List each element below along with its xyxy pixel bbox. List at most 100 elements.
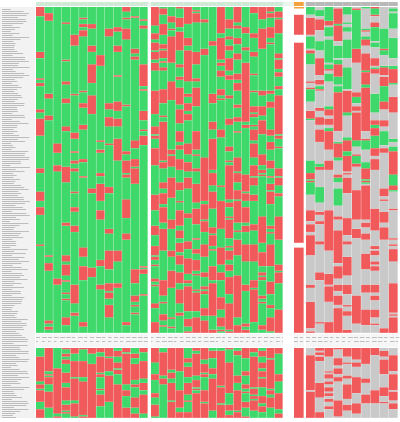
main-grid-cell	[217, 317, 225, 327]
main-grid-cell	[151, 284, 159, 287]
secondary-grid-cell	[388, 400, 398, 404]
main-grid-cell	[258, 106, 267, 116]
main-grid-cell	[250, 114, 258, 118]
row-label-text	[2, 33, 20, 34]
row-label-text	[2, 199, 25, 200]
secondary-grid-cell	[151, 397, 159, 405]
main-grid-cell	[122, 199, 131, 218]
row-label-text	[2, 237, 24, 238]
main-grid-cell	[87, 24, 96, 29]
separator-text	[126, 337, 131, 338]
main-grid-cell	[333, 45, 343, 59]
main-grid-cell	[370, 156, 380, 159]
secondary-grid-cell	[266, 388, 275, 391]
main-grid-cell	[79, 27, 88, 31]
main-grid-cell	[379, 328, 389, 333]
row-label-text	[2, 409, 29, 410]
secondary-grid-cell	[370, 355, 380, 391]
secondary-grid-cell	[388, 374, 398, 391]
main-grid-cell	[96, 152, 105, 173]
separator-text	[174, 341, 177, 342]
secondary-grid-cell	[266, 359, 275, 389]
main-grid-cell	[53, 7, 62, 144]
separator-text	[138, 341, 143, 342]
main-grid-cell	[139, 129, 148, 132]
secondary-grid-cell	[241, 384, 250, 389]
separator-text	[222, 337, 226, 338]
secondary-grid-cell	[361, 403, 371, 418]
row-label-text	[2, 261, 30, 262]
main-grid-cell	[342, 137, 352, 141]
main-grid-cell	[61, 103, 71, 127]
secondary-grid-cell	[36, 356, 45, 382]
main-grid-cell	[208, 283, 217, 316]
main-grid-cell	[225, 45, 234, 51]
main-grid-cell	[258, 115, 267, 121]
main-grid-cell	[122, 325, 131, 333]
main-grid-cell	[379, 55, 389, 66]
main-grid-cell	[44, 326, 53, 330]
main-grid-cell	[333, 219, 343, 231]
main-grid-cell	[70, 163, 79, 169]
secondary-grid-cell	[333, 377, 343, 382]
main-grid-cell	[217, 272, 225, 281]
secondary-grid-cell	[379, 350, 389, 357]
row-label-text	[2, 307, 13, 308]
secondary-grid-cell	[36, 409, 45, 418]
main-grid-cell	[130, 53, 140, 57]
separator-text	[186, 337, 191, 338]
main-grid-cell	[208, 235, 217, 246]
main-grid-cell	[388, 317, 398, 333]
secondary-grid-cell	[130, 387, 140, 398]
main-grid-cell	[184, 280, 192, 284]
main-grid-cell	[79, 107, 88, 125]
main-grid-cell	[104, 36, 114, 104]
main-grid-cell	[192, 317, 201, 333]
main-grid-cell	[44, 13, 53, 21]
main-grid-cell	[151, 7, 159, 26]
main-grid-cell	[274, 11, 283, 18]
main-grid-cell	[274, 272, 283, 284]
column-header-cell	[361, 2, 371, 6]
main-grid-cell	[333, 177, 343, 183]
secondary-grid-cell	[352, 366, 361, 378]
separator-text	[120, 341, 123, 342]
main-grid-cell	[36, 118, 45, 136]
main-grid-cell	[53, 143, 62, 153]
main-grid-cell	[104, 250, 114, 270]
main-grid-cell	[258, 277, 267, 281]
secondary-grid-cell	[61, 359, 71, 364]
main-grid-cell	[44, 7, 53, 14]
separator-text	[390, 337, 395, 338]
secondary-grid-cell	[352, 362, 361, 367]
row-label-text	[2, 155, 25, 156]
main-grid-cell	[61, 292, 71, 295]
main-grid-cell	[61, 24, 71, 60]
main-grid-cell	[217, 329, 225, 332]
secondary-grid-cell	[258, 371, 267, 378]
row-label-text	[2, 347, 20, 348]
main-grid-cell	[266, 228, 275, 232]
main-grid-cell	[79, 326, 88, 333]
separator-text	[258, 341, 261, 342]
secondary-grid-cell	[167, 383, 176, 401]
row-label-text	[2, 233, 21, 234]
main-grid-cell	[333, 41, 343, 46]
main-grid-cell	[250, 52, 258, 57]
secondary-grid-cell	[200, 390, 209, 402]
main-grid-cell	[175, 283, 184, 290]
main-grid-cell	[306, 81, 315, 83]
main-grid-cell	[159, 301, 168, 304]
row-label-text	[2, 75, 30, 76]
main-grid-cell	[36, 173, 45, 192]
row-label-text	[2, 141, 26, 142]
main-grid-cell	[258, 303, 267, 326]
row-label-text	[2, 243, 17, 244]
main-grid-cell	[250, 73, 258, 76]
main-grid-cell	[175, 289, 184, 304]
main-grid-cell	[175, 315, 184, 333]
main-grid-cell	[361, 28, 371, 31]
main-grid-cell	[184, 286, 192, 312]
main-grid-cell	[388, 249, 398, 262]
main-grid-cell	[175, 238, 184, 243]
